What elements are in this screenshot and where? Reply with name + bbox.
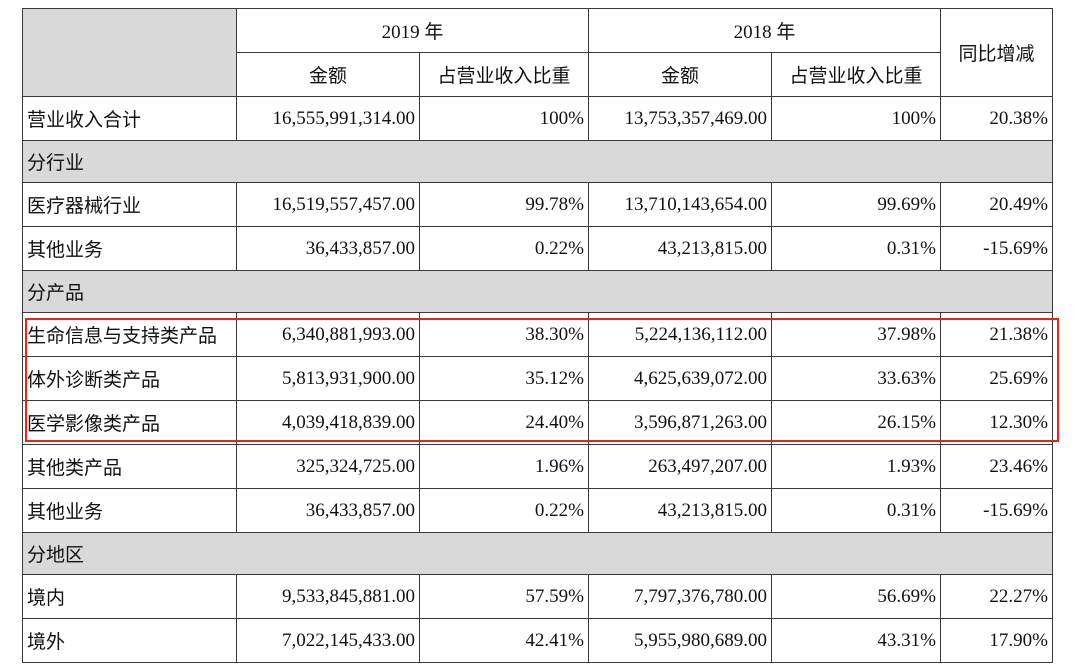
share-2018-cell: 33.63%	[771, 356, 941, 401]
amount-2018-cell: 13,710,143,654.00	[588, 182, 772, 227]
amount-2019-cell: 36,433,857.00	[236, 488, 420, 533]
table-row: 境外 7,022,145,433.00 42.41% 5,955,980,689.00…	[22, 618, 1053, 663]
header-year-2019: 2019 年	[236, 8, 589, 53]
amount-2018-cell: 3,596,871,263.00	[588, 400, 772, 445]
yoy-cell: -15.69%	[940, 488, 1053, 533]
revenue-table-container: 2019 年 2018 年 同比增减 金额 占营业收入比重 金额 占营业收入比重…	[22, 8, 1059, 663]
share-2018-cell: 0.31%	[771, 488, 941, 533]
share-2018-cell: 1.93%	[771, 444, 941, 489]
revenue-breakdown-table: 2019 年 2018 年 同比增减 金额 占营业收入比重 金额 占营业收入比重…	[22, 8, 1053, 663]
row-label: 医疗器械行业	[22, 182, 237, 227]
header-amount-2019: 金额	[236, 52, 420, 97]
amount-2019-cell: 16,519,557,457.00	[236, 182, 420, 227]
share-2019-cell: 0.22%	[419, 488, 589, 533]
amount-2018-cell: 43,213,815.00	[588, 226, 772, 271]
yoy-cell: 21.38%	[940, 312, 1053, 357]
yoy-cell: 12.30%	[940, 400, 1053, 445]
share-2018-cell: 56.69%	[771, 574, 941, 619]
share-2019-cell: 35.12%	[419, 356, 589, 401]
table-row: 医学影像类产品 4,039,418,839.00 24.40% 3,596,871,2…	[22, 400, 1053, 445]
header-share-2019: 占营业收入比重	[419, 52, 589, 97]
share-2018-cell: 99.69%	[771, 182, 941, 227]
row-label: 境内	[22, 574, 237, 619]
row-label: 医学影像类产品	[22, 400, 237, 445]
amount-2018-cell: 7,797,376,780.00	[588, 574, 772, 619]
header-year-2018: 2018 年	[588, 8, 941, 53]
section-row: 分行业	[22, 140, 1053, 183]
table-row: 生命信息与支持类产品 6,340,881,993.00 38.30% 5,224,13…	[22, 312, 1053, 357]
header-share-2018: 占营业收入比重	[771, 52, 941, 97]
section-label: 分地区	[22, 532, 1053, 575]
share-2019-cell: 0.22%	[419, 226, 589, 271]
yoy-cell: 25.69%	[940, 356, 1053, 401]
section-label: 分产品	[22, 270, 1053, 313]
yoy-cell: 23.46%	[940, 444, 1053, 489]
amount-2019-cell: 9,533,845,881.00	[236, 574, 420, 619]
share-2018-cell: 26.15%	[771, 400, 941, 445]
section-row: 分产品	[22, 270, 1053, 313]
share-2018-cell: 37.98%	[771, 312, 941, 357]
share-2018-cell: 100%	[771, 96, 941, 141]
table-row: 营业收入合计 16,555,991,314.00 100% 13,753,357,46…	[22, 96, 1053, 141]
row-label: 体外诊断类产品	[22, 356, 237, 401]
yoy-cell: 22.27%	[940, 574, 1053, 619]
yoy-cell: 20.38%	[940, 96, 1053, 141]
row-label: 其他业务	[22, 488, 237, 533]
table-row: 其他业务 36,433,857.00 0.22% 43,213,815.00 0.31%…	[22, 226, 1053, 271]
header-row-metrics: 金额 占营业收入比重 金额 占营业收入比重	[23, 52, 1053, 97]
row-label: 生命信息与支持类产品	[22, 312, 237, 357]
row-label: 其他类产品	[22, 444, 237, 489]
table-row: 其他业务 36,433,857.00 0.22% 43,213,815.00 0.31%…	[22, 488, 1053, 533]
header-yoy: 同比增减	[940, 8, 1053, 97]
share-2018-cell: 43.31%	[771, 618, 941, 663]
amount-2019-cell: 7,022,145,433.00	[236, 618, 420, 663]
amount-2019-cell: 5,813,931,900.00	[236, 356, 420, 401]
share-2019-cell: 57.59%	[419, 574, 589, 619]
share-2019-cell: 100%	[419, 96, 589, 141]
amount-2018-cell: 13,753,357,469.00	[588, 96, 772, 141]
section-row: 分地区	[22, 532, 1053, 575]
yoy-cell: 20.49%	[940, 182, 1053, 227]
yoy-cell: -15.69%	[940, 226, 1053, 271]
row-label: 营业收入合计	[22, 96, 237, 141]
table-row: 其他类产品 325,324,725.00 1.96% 263,497,207.00 1.…	[22, 444, 1053, 489]
amount-2019-cell: 4,039,418,839.00	[236, 400, 420, 445]
share-2019-cell: 42.41%	[419, 618, 589, 663]
table-row: 医疗器械行业 16,519,557,457.00 99.78% 13,710,143,…	[22, 182, 1053, 227]
amount-2018-cell: 5,955,980,689.00	[588, 618, 772, 663]
share-2018-cell: 0.31%	[771, 226, 941, 271]
amount-2018-cell: 263,497,207.00	[588, 444, 772, 489]
row-label: 境外	[22, 618, 237, 663]
yoy-cell: 17.90%	[940, 618, 1053, 663]
amount-2019-cell: 325,324,725.00	[236, 444, 420, 489]
amount-2018-cell: 43,213,815.00	[588, 488, 772, 533]
header-row-years: 2019 年 2018 年 同比增减	[22, 8, 1053, 97]
amount-2019-cell: 36,433,857.00	[236, 226, 420, 271]
header-amount-2018: 金额	[588, 52, 772, 97]
section-label: 分行业	[22, 140, 1053, 183]
amount-2019-cell: 6,340,881,993.00	[236, 312, 420, 357]
amount-2018-cell: 5,224,136,112.00	[588, 312, 772, 357]
amount-2018-cell: 4,625,639,072.00	[588, 356, 772, 401]
table-row: 体外诊断类产品 5,813,931,900.00 35.12% 4,625,639,0…	[22, 356, 1053, 401]
amount-2019-cell: 16,555,991,314.00	[236, 96, 420, 141]
header-corner-cell	[22, 8, 237, 97]
row-label: 其他业务	[22, 226, 237, 271]
share-2019-cell: 1.96%	[419, 444, 589, 489]
share-2019-cell: 38.30%	[419, 312, 589, 357]
share-2019-cell: 24.40%	[419, 400, 589, 445]
share-2019-cell: 99.78%	[419, 182, 589, 227]
table-row: 境内 9,533,845,881.00 57.59% 7,797,376,780.00…	[22, 574, 1053, 619]
